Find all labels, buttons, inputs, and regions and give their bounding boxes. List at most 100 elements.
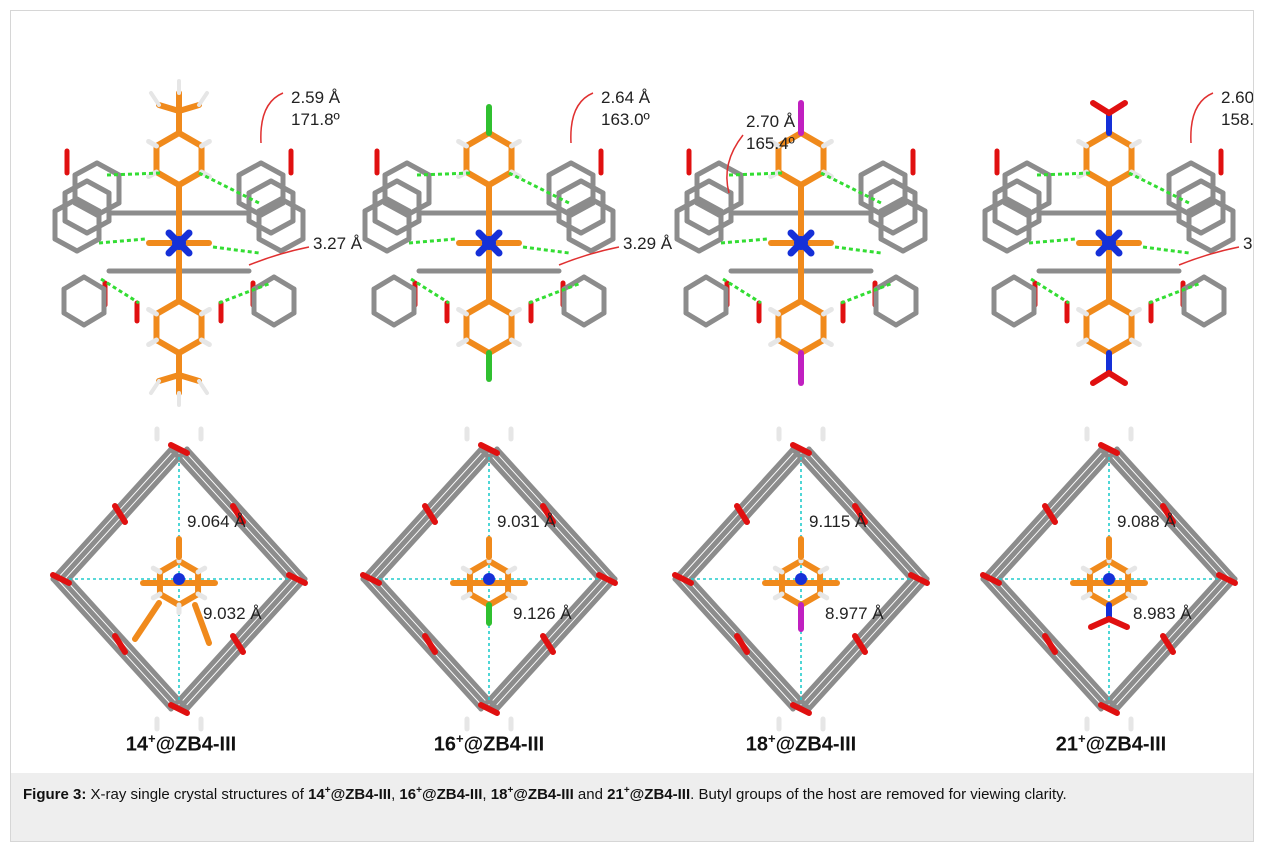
annotation-line — [570, 92, 594, 144]
hydrogen-bond — [98, 237, 146, 245]
host-ring-bond — [1011, 274, 1037, 292]
host-oxygen-bond — [540, 503, 556, 525]
guest-ring-bond — [798, 591, 824, 608]
host-frame-bond — [168, 576, 292, 712]
hydrogen-bond — [212, 245, 260, 255]
host-oxygen-bond — [422, 633, 438, 655]
host-ring-bond — [683, 274, 709, 292]
host-ring-bond — [362, 236, 390, 254]
host-ring-bond — [246, 178, 274, 196]
ring-hydrogen — [199, 169, 212, 180]
host-ring-bond — [588, 196, 616, 214]
hydrogen-bond — [1036, 171, 1092, 177]
host-ring-bond — [900, 236, 928, 254]
nitrogen-atom — [795, 573, 807, 585]
vertical-distance-label: 9.115 Å — [809, 512, 867, 531]
host-ring-bond — [992, 218, 1020, 236]
guest-ring-bond — [176, 337, 205, 356]
top-structure-2: 2.64 Å 163.0º 3.29 Å — [362, 88, 673, 382]
host-ring-bond — [991, 310, 1017, 328]
ring-hydrogen — [460, 565, 473, 575]
host-ring-bond — [674, 196, 702, 214]
host-ring-bond — [382, 200, 410, 218]
host-ring-bond — [703, 310, 729, 328]
guest-ring-bond — [486, 591, 512, 608]
guest-ring-bond — [176, 591, 202, 608]
host-ring-bond — [566, 196, 594, 214]
host-ring-bond — [271, 274, 297, 292]
host-oxygen-bond — [790, 702, 812, 716]
host-frame-bond — [66, 446, 190, 582]
ring-hydrogen — [195, 565, 208, 575]
host-ring-bond — [1186, 236, 1214, 254]
guest-ring-bond — [176, 298, 205, 317]
guest-ring-bond — [1106, 130, 1135, 149]
ring-hydrogen — [456, 306, 469, 317]
host-ring-bond — [546, 160, 574, 178]
ch-pi-distance-label: 3.29 Å — [623, 234, 673, 253]
host-ring-bond — [278, 196, 306, 214]
host-ring-bond — [890, 218, 918, 236]
host-ring-bond — [74, 196, 102, 214]
caption-compound-2: 16+@ZB4-III — [399, 785, 483, 804]
host-oxygen-bond — [1098, 442, 1120, 456]
host-oxygen-bond — [852, 503, 868, 525]
guest-ring-bond — [1083, 337, 1112, 356]
host-frame-bond — [494, 576, 618, 712]
ring-hydrogen — [821, 169, 834, 180]
host-ring-bond — [1201, 310, 1227, 328]
annotation-line — [1178, 246, 1240, 266]
host-ring-bond — [556, 178, 584, 196]
host-oxygen-bond — [540, 633, 556, 655]
annotation-line — [1190, 92, 1214, 144]
guest-ring-bond — [153, 130, 182, 149]
host-ring-bond — [566, 236, 594, 254]
tbutyl-methyl — [176, 102, 202, 114]
guest-ring-bond — [778, 558, 804, 575]
nitrogen-atom — [172, 236, 186, 250]
host-ring-bond — [578, 218, 606, 236]
guest-ring-bond — [775, 298, 804, 317]
host-ring-bond — [703, 274, 729, 292]
ring-hydrogen — [199, 306, 212, 317]
nitrogen-atom — [173, 573, 185, 585]
hbond-angle-label-1: 165.4º — [746, 134, 795, 153]
host-oxygen-bond — [790, 442, 812, 456]
nitro-o-bond — [1106, 616, 1130, 630]
host-ring-bond — [371, 310, 397, 328]
host-frame-bond — [478, 446, 602, 582]
guest-ring-bond — [463, 169, 492, 188]
figure-frame: 2.59 Å 171.8º 3.27 Å 9.064 Å 9.032 Å 2.64 Å 16… — [10, 10, 1254, 842]
hydrogen-bond — [820, 171, 882, 205]
host-frame-bond — [376, 446, 500, 582]
host-frame-bond — [996, 576, 1120, 712]
host-ring-bond — [72, 160, 100, 178]
hbond-angle-label-1: 158.3º — [1221, 110, 1253, 129]
ring-hydrogen — [772, 591, 785, 601]
host-ring-bond — [694, 160, 722, 178]
annotation-line — [248, 246, 310, 266]
host-ring-bond — [256, 196, 284, 214]
vertical-distance-label: 9.088 Å — [1117, 512, 1176, 531]
host-ring-bond — [716, 160, 744, 178]
guest-ring-bond — [153, 298, 182, 317]
nitro-o-bond — [1106, 100, 1128, 116]
host-ring-bond — [581, 274, 607, 292]
structure-name-4: 21+@ZB4-III — [1055, 731, 1167, 756]
host-frame-bond — [790, 576, 914, 712]
ring-hydrogen — [821, 138, 834, 149]
host-ring-bond — [61, 310, 87, 328]
guest-ring-bond — [798, 169, 827, 188]
ch-pi-distance-label: 3.28 Å — [1243, 234, 1253, 253]
hydrogen-bond — [1030, 277, 1070, 305]
host-ring-bond — [1188, 200, 1216, 218]
hydrogen-bond — [410, 277, 450, 305]
structure-name-1: 14+@ZB4-III — [125, 731, 237, 756]
host-oxygen-bond — [1216, 572, 1238, 586]
host-ring-bond — [362, 196, 390, 214]
host-oxygen-bond — [852, 633, 868, 655]
host-ring-bond — [1004, 196, 1032, 214]
host-frame-bond — [478, 576, 602, 712]
host-frame-bond — [806, 576, 930, 712]
hbond-angle-label-1: 163.0º — [601, 110, 650, 129]
